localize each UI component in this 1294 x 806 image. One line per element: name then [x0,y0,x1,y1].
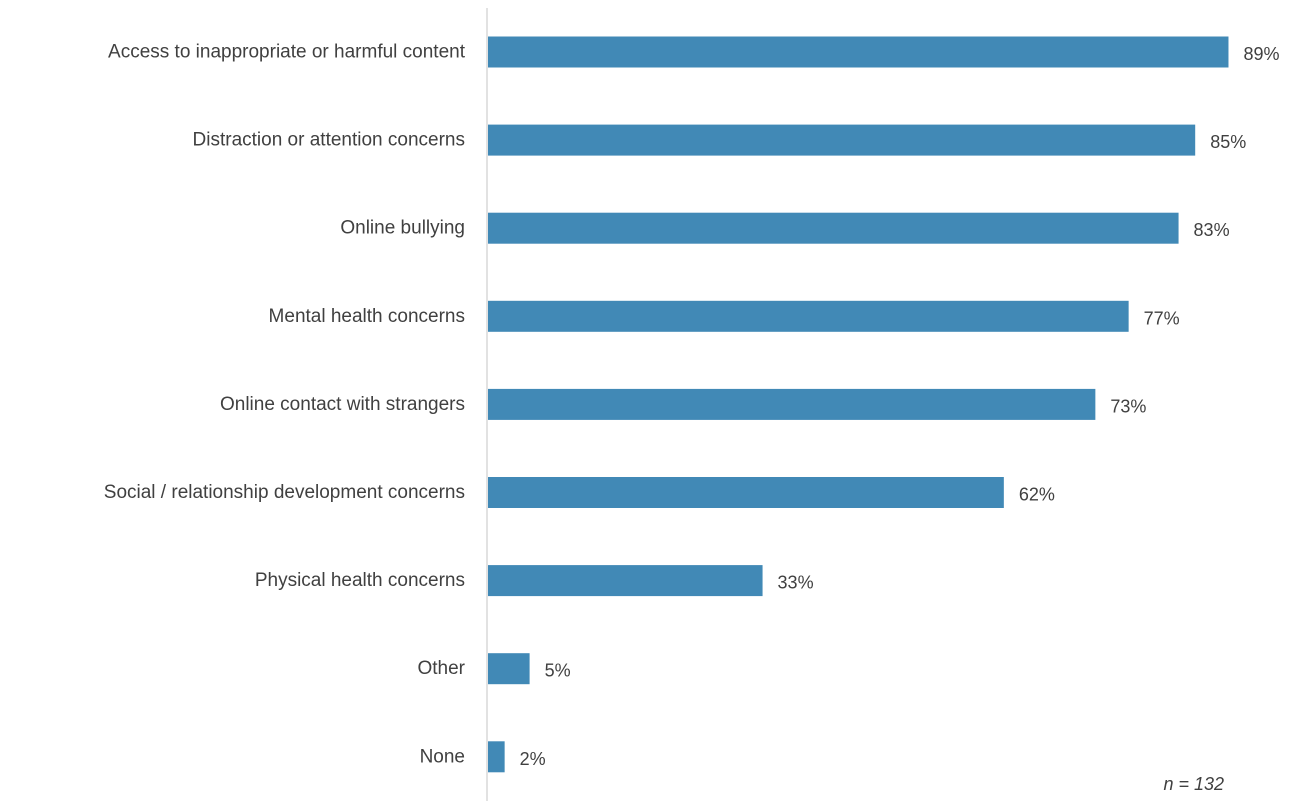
bar [488,212,1179,244]
category-label: Social / relationship development concer… [104,482,465,503]
category-labels-group: Access to inappropriate or harmful conte… [104,42,466,768]
value-label: 5% [545,661,571,681]
category-label: Distraction or attention concerns [193,130,465,151]
value-label: 73% [1110,396,1146,416]
category-label: Mental health concerns [269,306,465,327]
bars-group [488,36,1229,773]
category-label: None [420,746,465,767]
bar [488,741,505,773]
bar [488,653,530,685]
value-label: 89% [1243,44,1279,64]
value-label: 77% [1144,308,1180,328]
value-label: 85% [1210,132,1246,152]
category-label: Physical health concerns [255,570,465,591]
sample-size-note: n = 132 [1163,774,1224,794]
value-label: 62% [1019,485,1055,505]
bar [488,388,1096,420]
value-label: 83% [1194,220,1230,240]
value-label: 33% [778,573,814,593]
bar [488,565,763,597]
value-label: 2% [520,749,546,769]
category-label: Access to inappropriate or harmful conte… [108,42,466,63]
category-label: Online contact with strangers [220,394,465,415]
bar [488,36,1229,68]
category-label: Other [417,658,465,679]
value-labels-group: 89% 85% 83% 77% 73% 62% 33% 5% 2% [520,44,1280,769]
bar [488,477,1004,508]
bar [488,124,1196,156]
category-label: Online bullying [340,218,465,239]
bar [488,300,1129,332]
